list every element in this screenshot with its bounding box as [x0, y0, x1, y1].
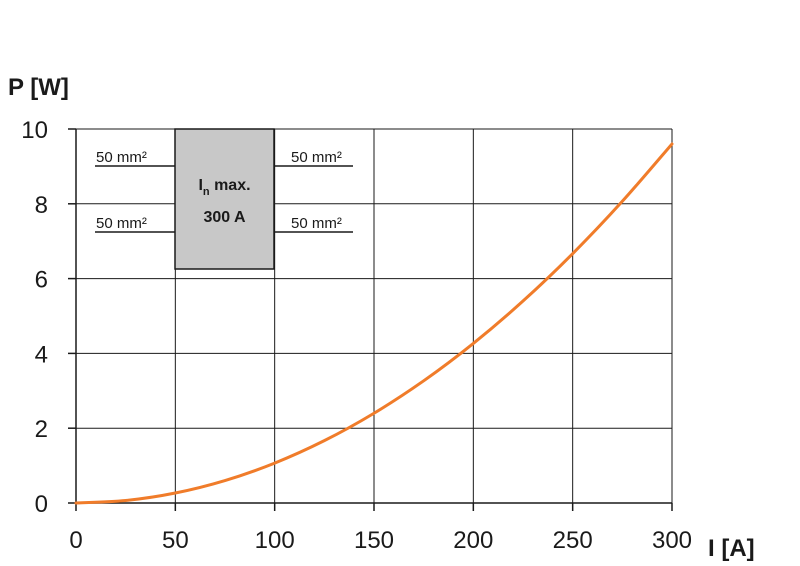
- y-tick-label: 2: [35, 416, 48, 443]
- x-tick-label: 50: [162, 527, 189, 554]
- y-tick-label: 8: [35, 192, 48, 219]
- tick-labels: 0 50 100 150 200 250 300 0 2 4 6 8 10: [21, 117, 692, 554]
- x-tick-label: 300: [652, 527, 692, 554]
- power-loss-curve: [74, 142, 674, 505]
- inset-diagram: In max. 300 A 50 mm² 50 mm² 50 mm² 50 mm…: [95, 128, 353, 270]
- series: [74, 142, 674, 505]
- grid: [76, 128, 673, 503]
- terminal-block: [174, 128, 275, 270]
- x-tick-label: 200: [453, 527, 493, 554]
- rated-current-label: In max.: [198, 177, 250, 198]
- x-tick-label: 250: [553, 527, 593, 554]
- x-tick-label: 100: [255, 527, 295, 554]
- y-tick-label: 4: [35, 341, 48, 368]
- y-tick-label: 6: [35, 267, 48, 294]
- left-wire-bottom-label: 50 mm²: [96, 215, 147, 232]
- rated-current-value: 300 A: [203, 209, 246, 226]
- right-wire-bottom-label: 50 mm²: [291, 215, 342, 232]
- x-tick-label: 0: [69, 527, 82, 554]
- x-tick-label: 150: [354, 527, 394, 554]
- x-axis-title: I [A]: [708, 535, 755, 562]
- axes: [68, 128, 673, 511]
- y-axis-title: P [W]: [8, 74, 69, 101]
- y-tick-label: 0: [35, 491, 48, 518]
- y-tick-label: 10: [21, 117, 48, 144]
- right-wire-top-label: 50 mm²: [291, 149, 342, 166]
- left-wire-top-label: 50 mm²: [96, 149, 147, 166]
